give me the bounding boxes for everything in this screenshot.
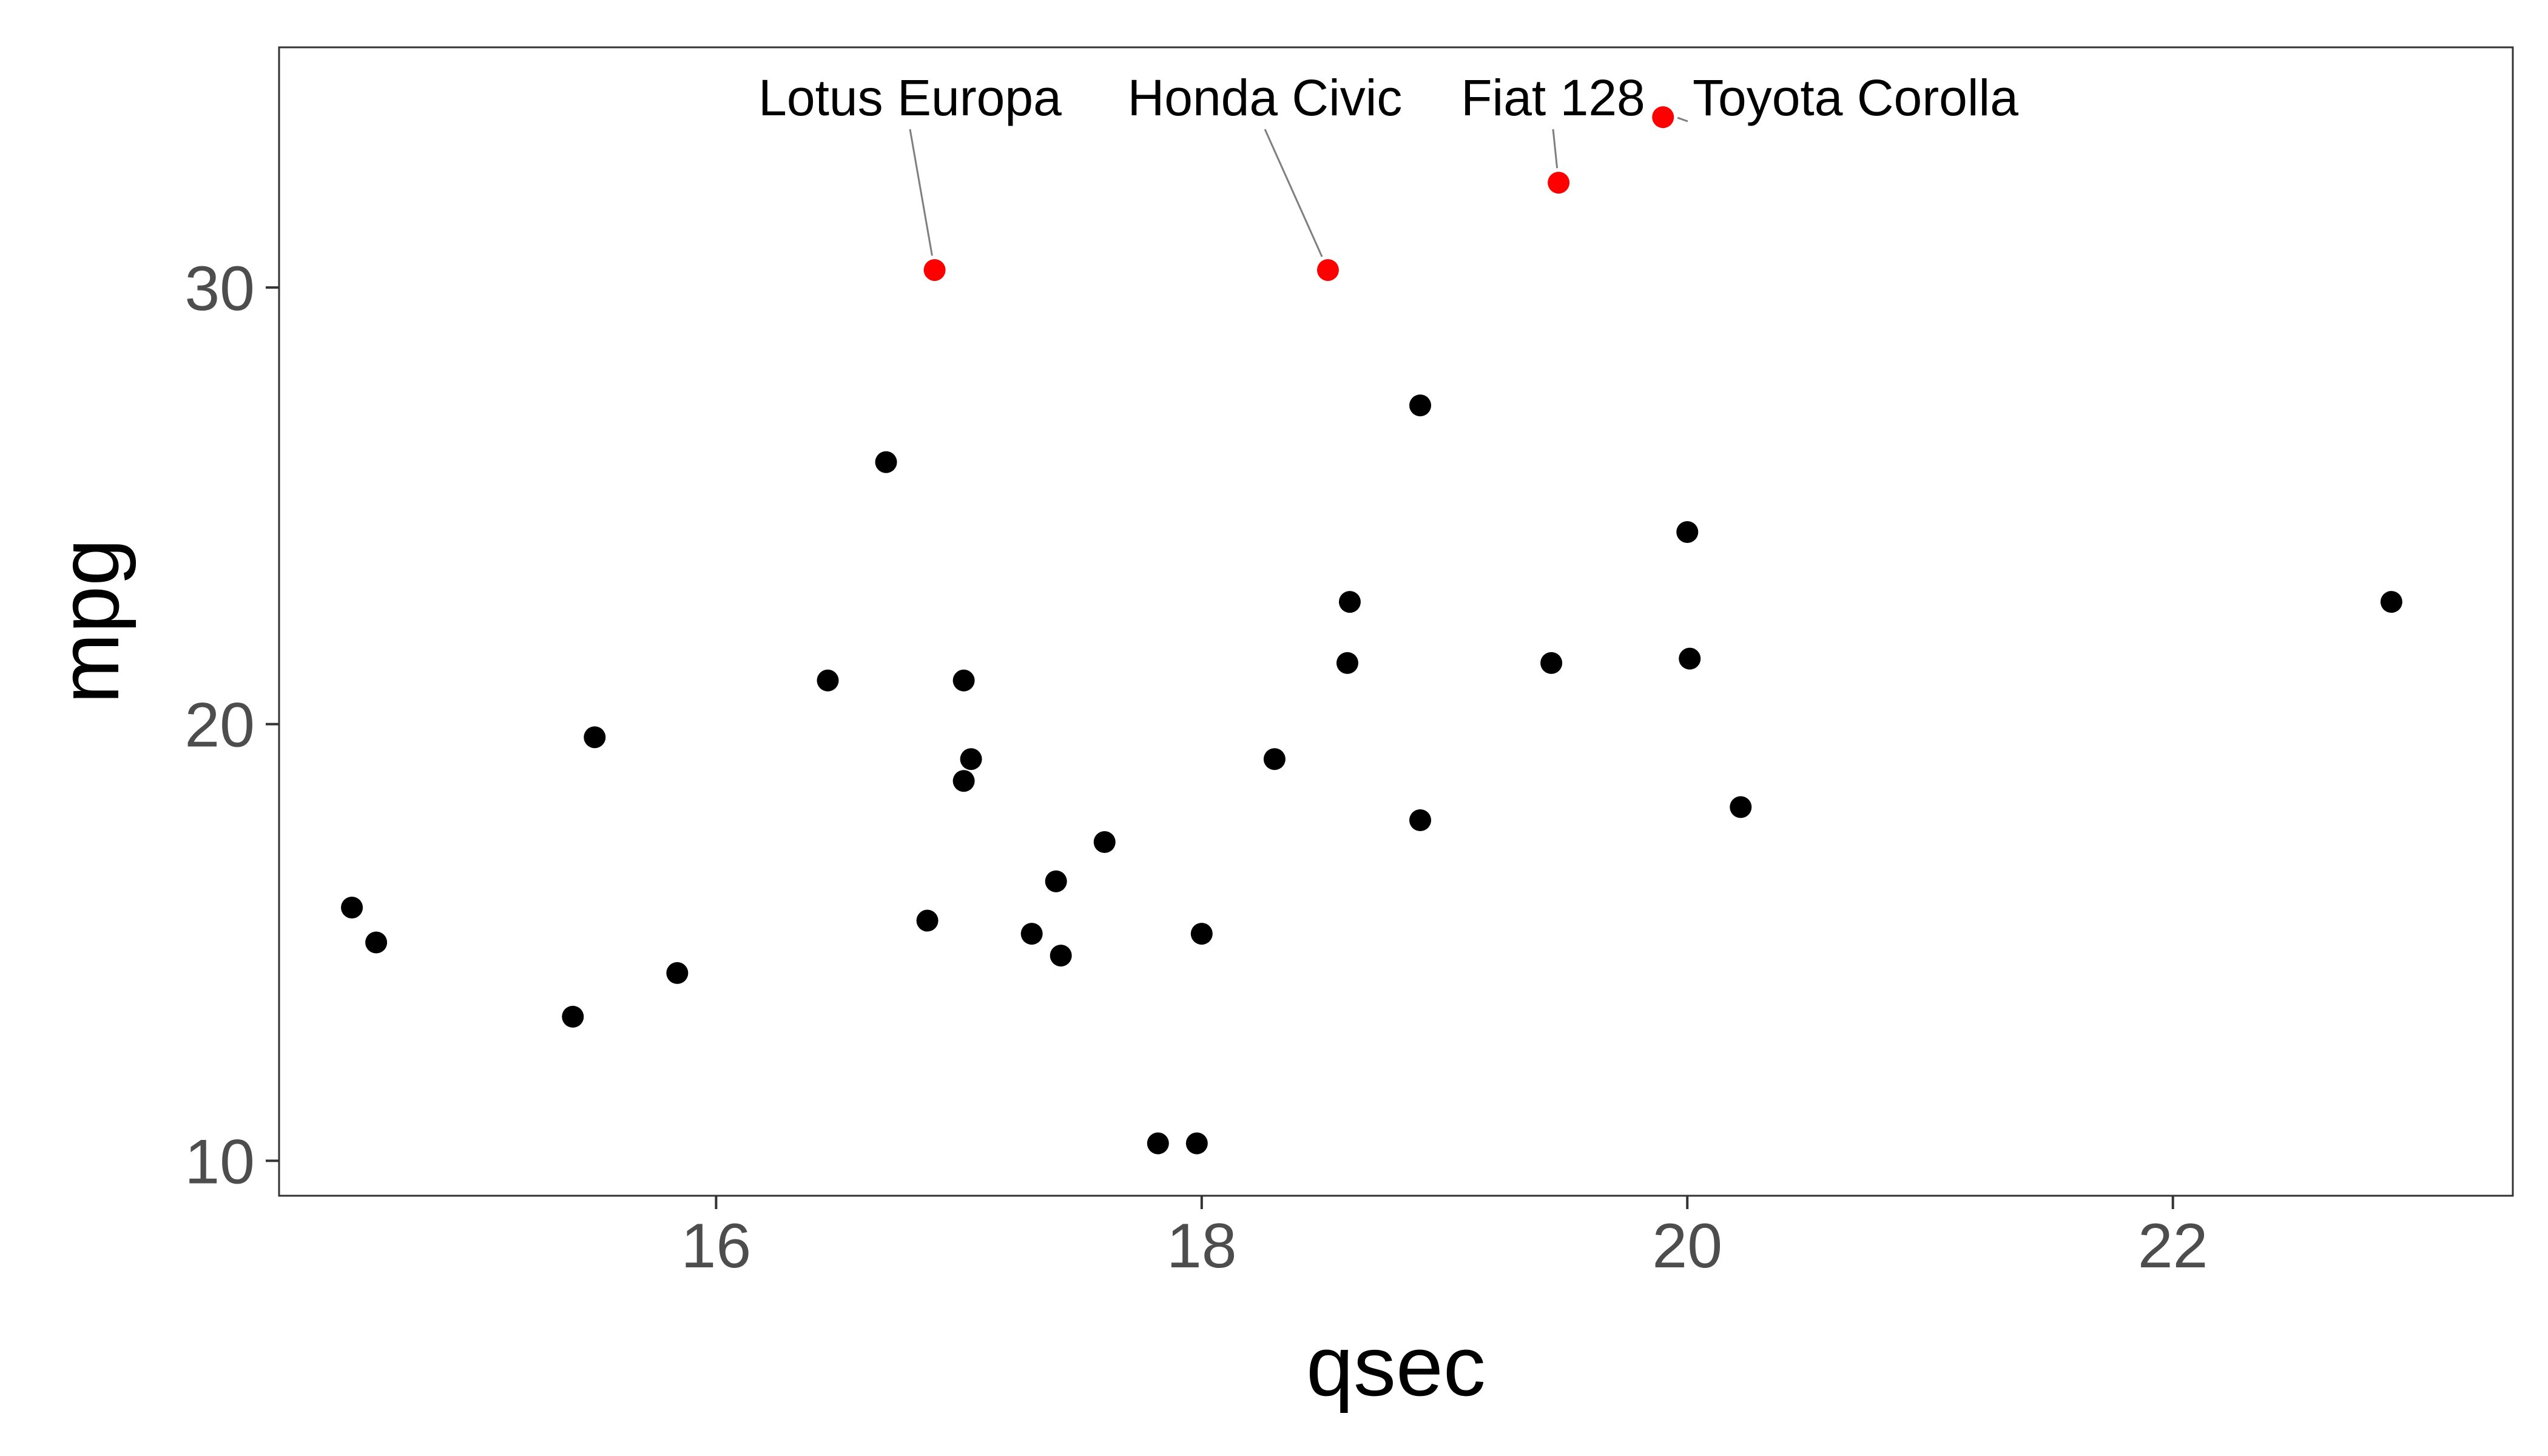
data-point: [1336, 652, 1358, 674]
data-point: [875, 451, 897, 473]
data-point: [1409, 809, 1432, 831]
data-point: [584, 726, 606, 749]
data-point: [1679, 647, 1701, 670]
annotation-labels: Lotus Europa Honda Civic Fiat 128 Toyota Co…: [758, 69, 2018, 126]
x-tick-label: 16: [681, 1211, 752, 1281]
annotation-label: Fiat 128: [1461, 69, 1645, 126]
data-point: [666, 962, 689, 984]
y-tick-label: 30: [184, 254, 255, 324]
y-axis-ticks: 10 20 30: [184, 254, 279, 1197]
data-points: [341, 394, 2402, 1154]
data-point: [562, 1005, 584, 1028]
data-point: [817, 669, 839, 692]
annotation-leader-line: [1552, 129, 1559, 169]
data-point: [916, 909, 939, 932]
data-point: [952, 669, 975, 692]
data-point: [1045, 870, 1067, 892]
annotation-leaders: [909, 116, 1688, 257]
annotation-label: Honda Civic: [1128, 69, 1403, 126]
annotation-label: Lotus Europa: [758, 69, 1062, 126]
x-tick-label: 22: [2138, 1211, 2208, 1281]
x-axis-title: qsec: [1306, 1318, 1486, 1414]
y-axis-title: mpg: [41, 539, 136, 704]
data-point: [1263, 748, 1286, 770]
annotation-leader-line: [909, 129, 933, 256]
x-axis-ticks: 16 18 20 22: [681, 1196, 2208, 1281]
data-point: [1338, 591, 1361, 613]
annotation-label: Toyota Corolla: [1693, 69, 2018, 126]
data-point: [1093, 831, 1116, 853]
highlighted-point: [1652, 106, 1674, 129]
data-point: [952, 770, 975, 792]
highlighted-point: [1316, 259, 1339, 281]
data-point: [1190, 923, 1213, 945]
data-point: [1540, 652, 1563, 674]
x-tick-label: 20: [1652, 1211, 1722, 1281]
annotation-leader-line: [1264, 129, 1323, 257]
data-point: [341, 896, 363, 918]
y-tick-label: 20: [184, 690, 255, 761]
data-point: [1050, 945, 1072, 967]
x-tick-label: 18: [1167, 1211, 1237, 1281]
plot-panel: [278, 46, 2514, 1197]
data-point: [960, 748, 982, 770]
data-point: [2380, 591, 2402, 613]
highlighted-points: [923, 106, 1674, 281]
data-point: [1409, 394, 1432, 417]
highlighted-point: [923, 259, 946, 281]
data-point: [1185, 1132, 1208, 1154]
data-point: [365, 931, 388, 954]
data-point: [1676, 521, 1699, 543]
data-point: [1147, 1132, 1169, 1154]
y-tick-label: 10: [184, 1127, 255, 1197]
data-point: [1730, 796, 1752, 818]
data-point: [1020, 923, 1043, 945]
annotation-leader-line: [1677, 116, 1688, 123]
highlighted-point: [1548, 172, 1570, 194]
